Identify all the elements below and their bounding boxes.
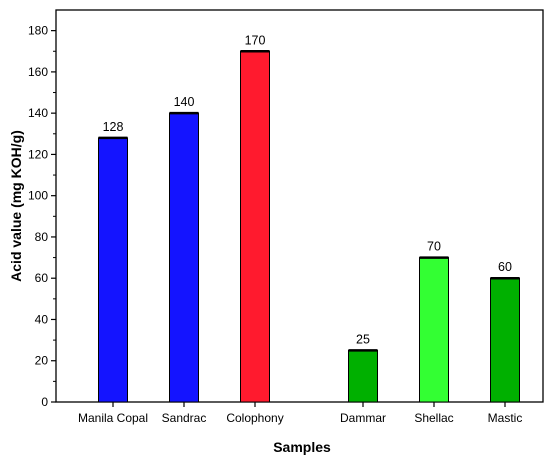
y-tick-label: 20 xyxy=(35,354,49,368)
x-tick-label: Manila Copal xyxy=(78,411,148,425)
plot-area: 0 20 40 60 80 100 120 140 160 180 128 Manila Copal 1… xyxy=(28,9,544,425)
data-label: 70 xyxy=(427,240,441,254)
x-tick-label: Shellac xyxy=(414,411,453,425)
y-tick-label: 60 xyxy=(35,271,49,285)
y-axis-title: Acid value (mg KOH/g) xyxy=(8,130,24,282)
y-tick-label: 40 xyxy=(35,312,49,326)
x-tick-label: Dammar xyxy=(340,411,386,425)
bar xyxy=(348,349,378,403)
data-label: 140 xyxy=(174,95,195,109)
y-tick-label: 0 xyxy=(41,395,48,409)
bar xyxy=(98,137,128,403)
plot-frame xyxy=(55,9,544,403)
bar xyxy=(169,112,199,403)
bar xyxy=(419,257,449,403)
x-tick-label: Colophony xyxy=(226,411,283,425)
bar xyxy=(490,277,520,403)
y-tick-label: 160 xyxy=(28,65,48,79)
bar xyxy=(240,50,270,403)
data-label: 60 xyxy=(498,260,512,274)
y-tick-label: 100 xyxy=(28,189,48,203)
x-tick-label: Mastic xyxy=(488,411,523,425)
y-tick-label: 120 xyxy=(28,147,48,161)
data-label: 25 xyxy=(356,332,370,346)
y-tick-label: 80 xyxy=(35,230,49,244)
y-tick-label: 140 xyxy=(28,106,48,120)
data-label: 170 xyxy=(245,33,266,47)
x-tick-label: Sandrac xyxy=(162,411,207,425)
data-label: 128 xyxy=(103,120,124,134)
x-axis-title: Samples xyxy=(273,439,331,455)
y-tick-label: 180 xyxy=(28,24,48,38)
